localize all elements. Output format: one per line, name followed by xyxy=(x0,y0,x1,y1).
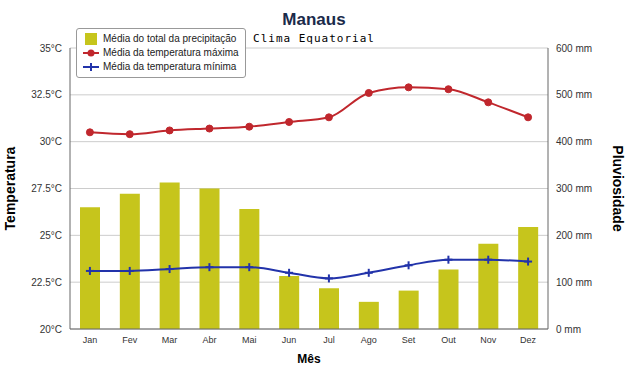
svg-text:32.5°C: 32.5°C xyxy=(31,89,62,100)
svg-text:Mês: Mês xyxy=(297,352,321,366)
svg-text:0 mm: 0 mm xyxy=(556,324,581,335)
svg-text:Fev: Fev xyxy=(122,335,138,345)
svg-text:300 mm: 300 mm xyxy=(556,183,592,194)
svg-text:Out: Out xyxy=(441,335,456,345)
svg-text:Temperatura: Temperatura xyxy=(8,146,18,230)
svg-text:Mai: Mai xyxy=(242,335,257,345)
html-text:Média do total da precipitação: Média do total da precipitação xyxy=(103,33,237,44)
svg-text:20°C: 20°C xyxy=(40,324,62,335)
svg-text:Pluviosidade: Pluviosidade xyxy=(610,145,620,232)
svg-text:35°C: 35°C xyxy=(40,43,62,54)
svg-text:27.5°C: 27.5°C xyxy=(31,183,62,194)
svg-text:Nov: Nov xyxy=(480,335,497,345)
svg-text:30°C: 30°C xyxy=(40,136,62,147)
svg-text:100 mm: 100 mm xyxy=(556,277,592,288)
svg-text:Jul: Jul xyxy=(323,335,335,345)
svg-text:Abr: Abr xyxy=(202,335,216,345)
svg-text:22.5°C: 22.5°C xyxy=(31,277,62,288)
svg-text:400 mm: 400 mm xyxy=(556,136,592,147)
html-text:Média da temperatura máxima: Média da temperatura máxima xyxy=(103,47,239,58)
svg-text:Set: Set xyxy=(402,335,416,345)
html-text:Média da temperatura mínima: Média da temperatura mínima xyxy=(103,61,237,72)
html-text:Manaus: Manaus xyxy=(282,10,346,29)
svg-text:Mar: Mar xyxy=(162,335,178,345)
svg-text:500 mm: 500 mm xyxy=(556,89,592,100)
svg-text:Jun: Jun xyxy=(282,335,297,345)
svg-text:Ago: Ago xyxy=(361,335,377,345)
html-text:Clima Equatorial: Clima Equatorial xyxy=(253,32,375,45)
svg-text:600 mm: 600 mm xyxy=(556,43,592,54)
svg-text:200 mm: 200 mm xyxy=(556,230,592,241)
svg-text:25°C: 25°C xyxy=(40,230,62,241)
svg-text:Jan: Jan xyxy=(83,335,98,345)
svg-text:Dez: Dez xyxy=(520,335,537,345)
